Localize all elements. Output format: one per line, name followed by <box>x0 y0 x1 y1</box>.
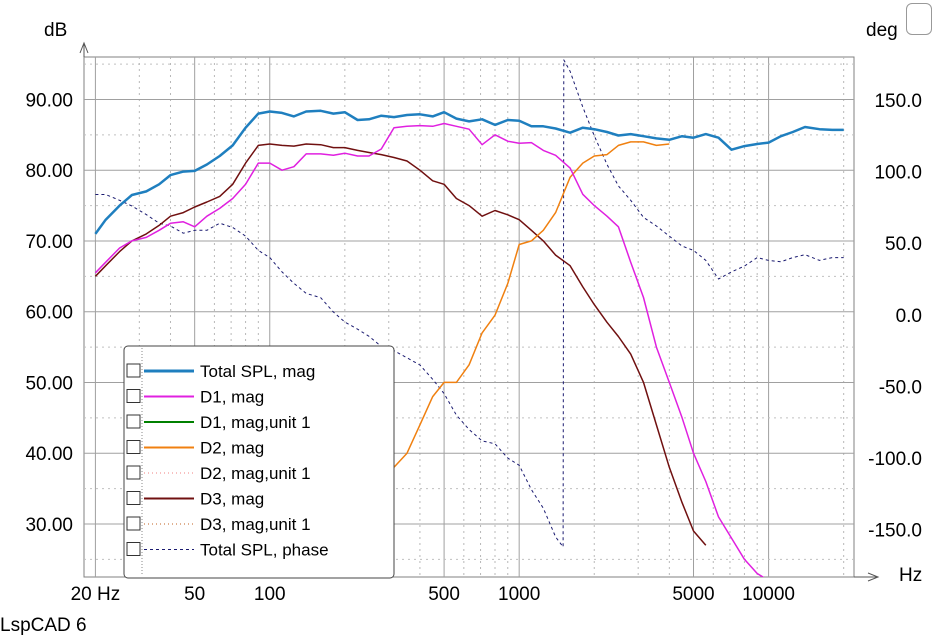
x-tick-label: 50 <box>184 584 205 605</box>
y-right-tick-label: 50.0 <box>885 234 922 255</box>
x-tick-label: 5000 <box>672 584 714 605</box>
legend: Total SPL, mag D1, mag D1, mag,unit 1 D2, m… <box>123 345 395 579</box>
legend-checkbox[interactable] <box>126 440 141 454</box>
x-tick-label: 1000 <box>498 584 540 605</box>
y-axis-right-label: deg <box>866 20 898 41</box>
y-axis-left-label: dB <box>44 20 67 41</box>
legend-label: D1, mag,unit 1 <box>200 413 311 432</box>
legend-box <box>123 345 395 579</box>
y-right-tick-label: -100.0 <box>868 449 922 470</box>
legend-label: D2, mag,unit 1 <box>200 464 311 483</box>
legend-checkbox[interactable] <box>126 491 141 505</box>
y-left-tick-label: 80.00 <box>25 161 73 182</box>
y-left-tick-label: 60.00 <box>25 303 73 324</box>
series-line-total-spl-phase <box>95 59 844 548</box>
y-left-tick-label: 30.00 <box>25 515 73 536</box>
legend-checkbox[interactable] <box>126 389 141 403</box>
legend-label: D1, mag <box>200 388 264 407</box>
legend-checkbox[interactable] <box>126 363 141 378</box>
tick-labels: 20 Hz 50 100 500 1000 5000 10000 30.00 40.00 50.0… <box>25 90 922 605</box>
y-right-tick-label: -50.0 <box>879 377 922 398</box>
y-right-tick-label: 150.0 <box>874 91 922 112</box>
x-axis-label: Hz <box>899 565 922 586</box>
series-line-d1-mag <box>94 122 765 577</box>
corner-toggle-button[interactable] <box>906 3 932 35</box>
legend-checkbox[interactable] <box>126 414 141 429</box>
x-tick-label: 100 <box>254 584 286 605</box>
legend-checkbox[interactable] <box>126 516 141 531</box>
legend-checkbox[interactable] <box>126 542 141 556</box>
series-line-d3-mag <box>94 143 707 546</box>
y-left-tick-label: 70.00 <box>25 232 73 253</box>
x-tick-label: 20 Hz <box>71 584 121 605</box>
legend-checkbox[interactable] <box>126 465 141 480</box>
axes: dB deg Hz <box>44 20 922 586</box>
y-left-tick-label: 90.00 <box>25 90 73 111</box>
series <box>94 59 844 577</box>
y-left-tick-label: 50.00 <box>25 373 73 394</box>
x-tick-label: 500 <box>428 584 460 605</box>
series-line-total-spl-mag <box>94 109 844 235</box>
legend-label: Total SPL, phase <box>200 541 329 560</box>
series-line-d2-mag <box>380 141 670 489</box>
y-right-tick-label: 100.0 <box>874 163 922 184</box>
legend-label: D3, mag <box>200 490 264 509</box>
legend-label: Total SPL, mag <box>200 362 315 381</box>
legend-label: D2, mag <box>200 439 264 458</box>
legend-label: D3, mag,unit 1 <box>200 515 311 534</box>
y-right-tick-label: 0.0 <box>896 306 922 327</box>
app-footer-label: LspCAD 6 <box>0 615 87 636</box>
y-left-tick-label: 40.00 <box>25 444 73 465</box>
y-right-tick-label: -150.0 <box>868 521 922 542</box>
x-tick-label: 10000 <box>742 584 795 605</box>
